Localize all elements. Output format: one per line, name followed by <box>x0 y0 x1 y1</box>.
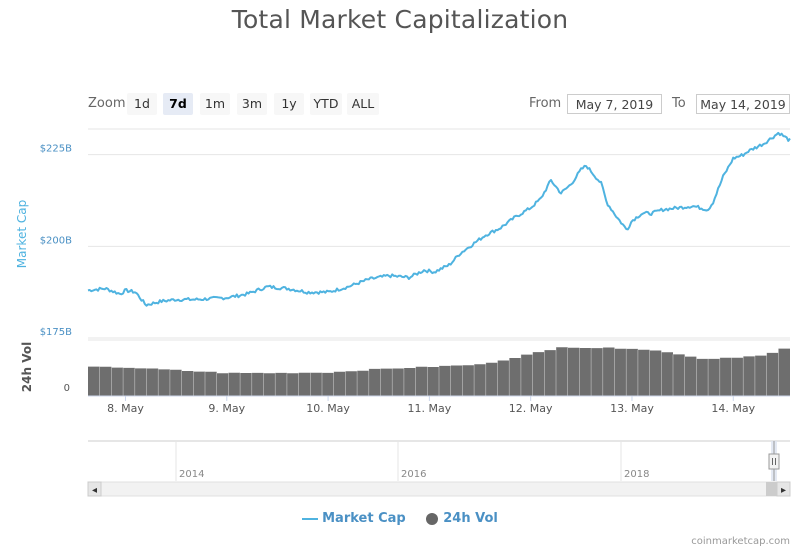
zoom-label: Zoom <box>88 96 126 111</box>
y-tick-label: $225B <box>40 144 72 155</box>
scrollbar-thumb[interactable] <box>766 482 777 496</box>
zoom-1m-button[interactable]: 1m <box>200 93 230 115</box>
chart-title: Total Market Capitalization <box>231 5 569 34</box>
legend: Market Cap 24h Vol <box>0 511 800 526</box>
legend-label: 24h Vol <box>443 511 498 526</box>
from-date-input[interactable]: May 7, 2019 <box>567 94 662 114</box>
zoom-1y-button[interactable]: 1y <box>274 93 304 115</box>
y-tick-label: $175B <box>40 327 72 338</box>
legend-dot-icon <box>426 512 439 525</box>
navigator-background <box>88 441 790 481</box>
x-tick-label: 9. May <box>208 402 245 415</box>
scrollbar-left-button[interactable] <box>87 481 102 497</box>
zoom-7d-button[interactable]: 7d <box>163 93 193 115</box>
navigator-handle[interactable] <box>768 453 780 470</box>
scrollbar[interactable]: ◂ ▸ <box>87 481 791 497</box>
credit-link[interactable]: coinmarketcap.com <box>691 536 790 547</box>
grid-lines <box>88 128 790 341</box>
scrollbar-right-button[interactable] <box>776 481 791 497</box>
to-date-input[interactable]: May 14, 2019 <box>696 94 790 114</box>
zoom-3m-button[interactable]: 3m <box>237 93 267 115</box>
x-ticks: 8. May 9. May 10. May 11. May 12. May 13. May… <box>107 396 756 415</box>
legend-item-market-cap[interactable]: Market Cap <box>302 511 406 526</box>
legend-line-icon <box>302 517 319 520</box>
volume-zero-label: 0 <box>64 383 70 394</box>
legend-item-volume[interactable]: 24h Vol <box>426 511 498 526</box>
scrollbar-track[interactable] <box>87 481 791 497</box>
x-tick-label: 13. May <box>610 402 654 415</box>
scroll-right-arrow-icon[interactable]: ▸ <box>781 485 786 496</box>
navigator-year-label: 2016 <box>401 469 426 480</box>
zoom-1d-button[interactable]: 1d <box>127 93 157 115</box>
x-tick-label: 12. May <box>509 402 553 415</box>
x-tick-label: 11. May <box>408 402 452 415</box>
scroll-left-arrow-icon[interactable]: ◂ <box>92 485 97 496</box>
x-tick-label: 14. May <box>711 402 755 415</box>
y-tick-label: $200B <box>40 235 72 246</box>
x-tick-label: 10. May <box>306 402 350 415</box>
volume-axis-title: 24h Vol <box>20 342 34 392</box>
to-label: To <box>672 96 686 111</box>
market-cap-line <box>87 131 791 307</box>
zoom-all-button[interactable]: ALL <box>347 93 379 115</box>
from-label: From <box>529 96 562 111</box>
y-axis-title: Market Cap <box>15 200 29 268</box>
x-tick-label: 8. May <box>107 402 144 415</box>
volume-bar-separators <box>99 347 779 396</box>
navigator-year-label: 2018 <box>624 469 649 480</box>
legend-label: Market Cap <box>322 511 406 526</box>
navigator[interactable]: 2014 2016 2018 <box>88 440 790 481</box>
zoom-ytd-button[interactable]: YTD <box>310 93 342 115</box>
navigator-year-label: 2014 <box>179 469 204 480</box>
